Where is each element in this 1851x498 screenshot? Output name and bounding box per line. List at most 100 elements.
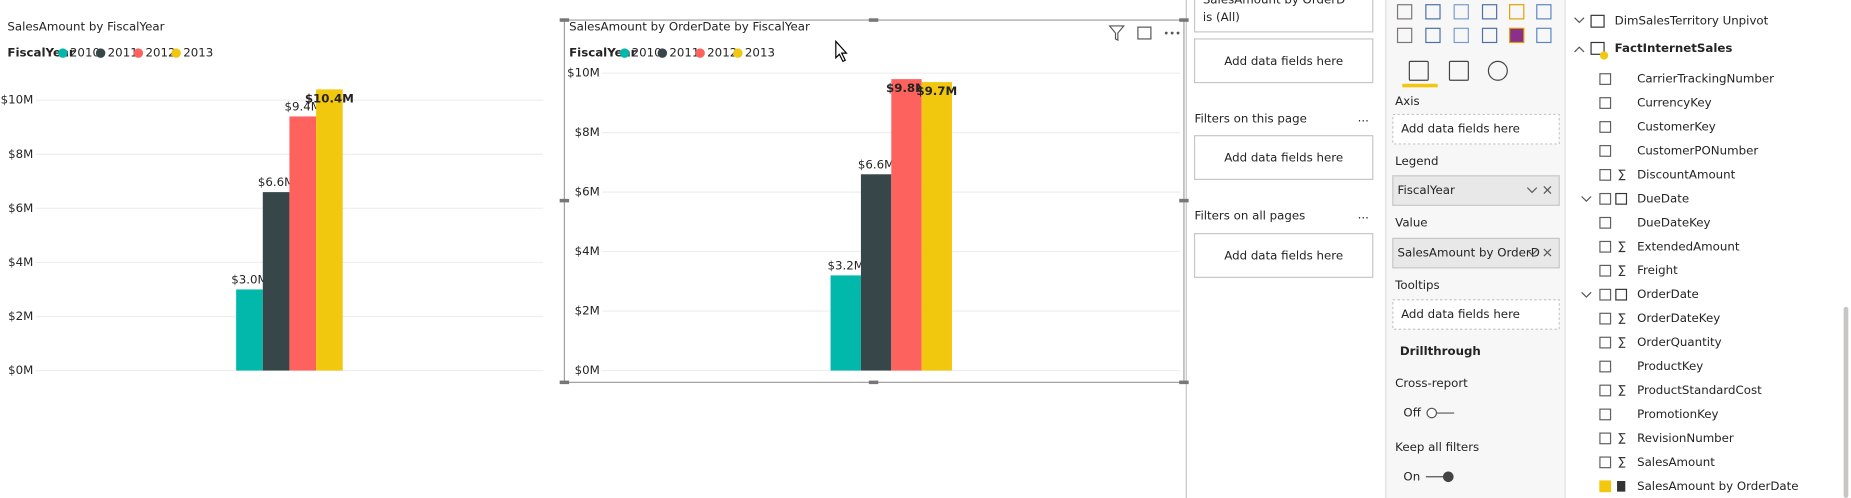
field-name[interactable]: RevisionNumber [1637, 431, 1734, 445]
visual-icon[interactable] [1396, 27, 1413, 44]
drop-zone[interactable] [1392, 113, 1560, 145]
checkbox[interactable] [1599, 264, 1612, 277]
remove[interactable] [1543, 248, 1552, 257]
field-name[interactable]: CustomerKey [1637, 119, 1716, 133]
field-name[interactable]: Freight [1637, 263, 1678, 277]
field-name[interactable]: OrderDateKey [1637, 311, 1720, 325]
field-name[interactable]: ProductKey [1637, 359, 1703, 373]
checkbox[interactable] [1599, 360, 1612, 373]
y-tick-label: $10M [567, 66, 600, 80]
table-badge [1599, 51, 1609, 60]
field-name[interactable]: CarrierTrackingNumber [1637, 72, 1774, 86]
visual-icon[interactable] [1481, 4, 1498, 20]
focus-icon[interactable] [1137, 26, 1152, 40]
field-name[interactable]: ProductStandardCost [1637, 383, 1762, 397]
more-icon[interactable] [1164, 31, 1168, 35]
legend-marker [58, 48, 68, 58]
tab-underline [1402, 83, 1438, 88]
drop-zone[interactable] [1392, 299, 1560, 330]
visual-icon[interactable] [1453, 4, 1469, 20]
remove[interactable] [1543, 186, 1552, 194]
field-name[interactable]: OrderQuantity [1637, 335, 1722, 349]
bar [860, 174, 892, 371]
checkbox[interactable] [1599, 336, 1612, 349]
checkbox[interactable] [1599, 240, 1612, 253]
visual-icon[interactable] [1396, 4, 1413, 20]
checkbox[interactable] [1599, 73, 1612, 85]
visual-icon[interactable] [1536, 4, 1552, 20]
resize-handle[interactable] [868, 18, 879, 22]
field-name[interactable]: PromotionKey [1637, 407, 1718, 421]
label: Tooltips [1394, 278, 1439, 292]
field-name[interactable]: DueDate [1637, 191, 1689, 205]
field-name[interactable]: SalesAmount by OrderDate [1637, 479, 1798, 493]
label: 2013 [745, 46, 775, 60]
y-tick-label: $10M [1, 93, 34, 107]
drop-zone[interactable] [1193, 233, 1374, 278]
resize-handle[interactable] [559, 18, 570, 22]
chevron[interactable] [1526, 187, 1538, 194]
field-name[interactable]: CurrencyKey [1637, 96, 1712, 110]
visual-icon[interactable] [1509, 27, 1525, 44]
visual-icon[interactable] [1481, 27, 1498, 44]
checkbox[interactable] [1599, 480, 1612, 493]
scrollbar[interactable] [1843, 306, 1849, 498]
checkbox[interactable] [1599, 97, 1612, 109]
filter-card[interactable] [1193, 0, 1374, 33]
resize-handle[interactable] [559, 380, 570, 385]
field-name[interactable]: DueDateKey [1637, 215, 1710, 229]
y-tick-label: $0M [575, 363, 600, 377]
visual-icon[interactable] [1453, 27, 1469, 44]
label: 2012 [707, 46, 737, 60]
chevron[interactable] [1574, 17, 1585, 24]
sigma-icon [1618, 241, 1626, 253]
visual-icon[interactable] [1536, 27, 1552, 44]
chevron[interactable] [1581, 196, 1592, 203]
field-well[interactable] [1392, 237, 1560, 269]
checkbox[interactable] [1599, 216, 1612, 229]
filter-icon[interactable] [1108, 25, 1126, 42]
drop-zone[interactable] [1193, 135, 1374, 180]
toggle-knob[interactable] [1426, 407, 1438, 419]
chevron[interactable] [1581, 291, 1592, 298]
checkbox[interactable] [1599, 456, 1612, 469]
pane-tab[interactable] [1487, 60, 1508, 81]
pane-tab[interactable] [1448, 60, 1469, 81]
checkbox[interactable] [1599, 192, 1612, 205]
pane-tab[interactable] [1408, 60, 1429, 81]
checkbox[interactable] [1599, 432, 1612, 445]
label: Axis [1395, 94, 1419, 108]
chevron[interactable] [1526, 249, 1538, 256]
y-tick-label: $0M [8, 363, 33, 377]
toggle-knob[interactable] [1442, 471, 1454, 483]
field-name[interactable]: SalesAmount [1637, 455, 1715, 469]
checkbox[interactable] [1599, 384, 1612, 397]
chevron[interactable] [1574, 46, 1585, 53]
checkbox[interactable] [1599, 168, 1612, 181]
checkbox[interactable] [1599, 145, 1612, 157]
field-name[interactable]: DiscountAmount [1637, 167, 1736, 181]
resize-handle[interactable] [1179, 198, 1189, 203]
resize-handle[interactable] [559, 198, 570, 203]
resize-handle[interactable] [1179, 380, 1189, 385]
field-name[interactable]: OrderDate [1637, 287, 1699, 301]
field-well[interactable] [1392, 175, 1560, 206]
more-icon[interactable] [1176, 31, 1180, 35]
field-name[interactable]: ExtendedAmount [1637, 239, 1740, 253]
visual-icon[interactable] [1509, 4, 1525, 20]
more[interactable]: ... [1358, 207, 1369, 221]
visual-icon[interactable] [1425, 27, 1441, 44]
visual-icon[interactable] [1425, 4, 1441, 20]
checkbox[interactable] [1599, 288, 1612, 301]
field-name[interactable]: CustomerPONumber [1637, 143, 1758, 157]
drop-zone[interactable] [1193, 38, 1374, 84]
resize-handle[interactable] [1179, 18, 1189, 22]
checkbox[interactable] [1599, 312, 1612, 325]
resize-handle[interactable] [868, 380, 879, 385]
y-tick-label: $8M [8, 147, 33, 161]
more-icon[interactable] [1170, 31, 1174, 35]
legend-marker [619, 48, 630, 58]
checkbox[interactable] [1599, 121, 1612, 133]
checkbox[interactable] [1599, 408, 1612, 421]
